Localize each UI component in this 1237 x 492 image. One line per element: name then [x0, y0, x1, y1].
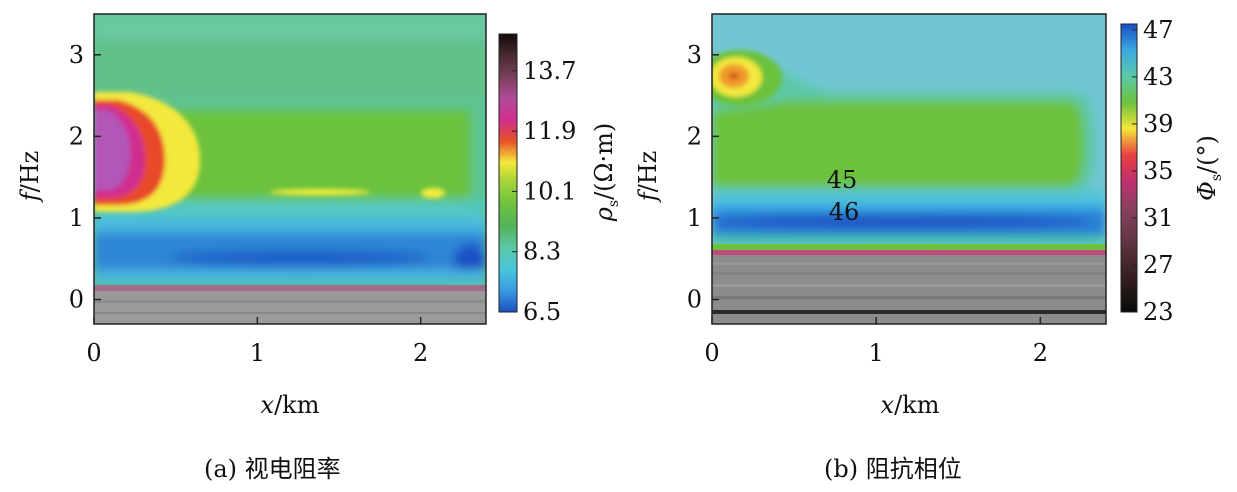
x-tick-label: 2: [1033, 339, 1048, 367]
heatmap-b: [712, 14, 1106, 324]
contour-label-46: 46: [829, 198, 860, 226]
y-axis-label-b: f/Hz: [634, 151, 662, 204]
y-tick-label: 3: [69, 41, 84, 69]
y-tick-label: 2: [69, 122, 84, 150]
y-tick-label: 0: [69, 286, 84, 314]
colorbar-tick-label: 6.5: [523, 298, 561, 326]
y-tick-label: 1: [687, 204, 702, 232]
x-tick-label: 0: [704, 339, 719, 367]
colorbar-b-title: Φs/(°): [1193, 135, 1225, 201]
colorbar-b: 23 27 31 35 39 43 47 Φs/(°): [1120, 16, 1225, 326]
colorbar-tick-label: 8.3: [523, 238, 561, 266]
colorbar-tick-label: 23: [1143, 298, 1174, 326]
colorbar-a-title: ρs/(Ω·m): [590, 123, 622, 222]
colorbar-tick-label: 13.7: [523, 57, 576, 85]
x-tick-label: 1: [869, 339, 884, 367]
y-tick-label: 2: [687, 122, 702, 150]
colorbar-tick-label: 27: [1143, 251, 1174, 279]
y-tick-label: 3: [687, 41, 702, 69]
contour-label-45: 45: [827, 166, 858, 194]
x-tick-label: 2: [413, 339, 428, 367]
x-axis-label-b: x/km: [881, 391, 940, 419]
y-tick-label: 1: [69, 204, 84, 232]
colorbar-tick-label: 39: [1143, 110, 1174, 138]
y-axis-label-a: f/Hz: [16, 151, 44, 204]
x-axis-label-a: x/km: [261, 391, 320, 419]
colorbar-a: 6.5 8.3 10.1 11.9 13.7 ρs/(Ω·m): [498, 33, 622, 326]
colorbar-tick-label: 10.1: [523, 177, 576, 205]
caption-b: (b) 阻抗相位: [824, 455, 962, 483]
plot-frame-b: [711, 13, 1107, 325]
x-tick-label: 0: [86, 339, 101, 367]
y-tick-label: 0: [687, 286, 702, 314]
colorbar-tick-label: 11.9: [523, 117, 576, 145]
x-tick-label: 1: [250, 339, 265, 367]
colorbar-tick-label: 31: [1143, 204, 1174, 232]
heatmap-a: [94, 14, 486, 324]
axis-ticks-b: 0 1 2 0 1 2 3: [687, 41, 1048, 367]
colorbar-b-ticks: 23 27 31 35 39 43 47: [1132, 16, 1174, 326]
colorbar-tick-label: 43: [1143, 63, 1174, 91]
colorbar-tick-label: 47: [1143, 16, 1174, 44]
plot-frame-a: [93, 13, 487, 325]
panel-b: 0 1 2 0 1 2 3 45 46 x/km f/Hz: [634, 13, 1107, 419]
panel-a: 0 1 2 0 1 2 3 x/km f/Hz: [16, 13, 487, 419]
colorbar-tick-label: 35: [1143, 157, 1174, 185]
axis-ticks-a: 0 1 2 0 1 2 3: [69, 41, 429, 367]
colorbar-a-ticks: 6.5 8.3 10.1 11.9 13.7: [512, 57, 576, 326]
caption-a: (a) 视电阻率: [204, 455, 341, 483]
